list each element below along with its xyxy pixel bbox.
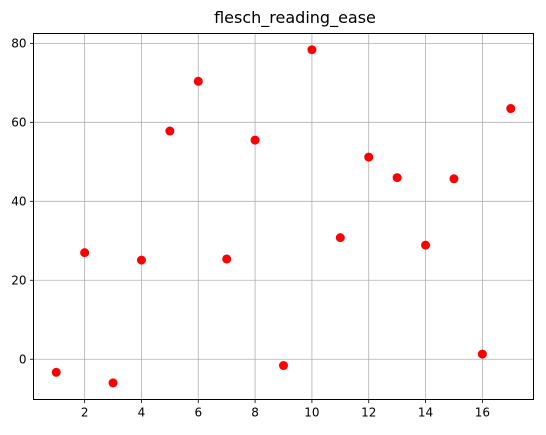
x-tick-label: 14 [418, 406, 433, 420]
data-point [477, 349, 487, 359]
data-point [136, 255, 146, 265]
x-tick-label: 6 [194, 406, 202, 420]
x-tick-label: 4 [138, 406, 146, 420]
y-tick-label: 40 [11, 195, 26, 209]
data-point [335, 233, 345, 243]
data-point [165, 126, 175, 136]
data-point [392, 173, 402, 183]
data-point [307, 45, 317, 55]
plot-frame [33, 33, 534, 400]
data-point [250, 135, 260, 145]
x-axis-ticks: 2 4 6 8 10 12 14 16 [81, 399, 490, 420]
data-point [222, 254, 232, 264]
chart-title: flesch_reading_ease [214, 8, 376, 28]
data-point [108, 378, 118, 388]
x-tick-label: 2 [81, 406, 89, 420]
y-axis-ticks: 0 20 40 60 80 [11, 37, 34, 367]
y-tick-label: 80 [11, 37, 26, 51]
data-points [51, 45, 516, 388]
x-tick-label: 10 [304, 406, 319, 420]
data-point [364, 152, 374, 162]
data-point [193, 76, 203, 86]
y-tick-label: 60 [11, 116, 26, 130]
data-point [51, 367, 61, 377]
x-tick-label: 8 [251, 406, 259, 420]
x-tick-label: 16 [475, 406, 490, 420]
y-tick-label: 0 [19, 353, 27, 367]
data-point [279, 361, 288, 371]
y-tick-label: 20 [11, 274, 26, 288]
data-point [506, 104, 516, 114]
x-tick-label: 12 [361, 406, 376, 420]
data-point [449, 174, 459, 184]
data-point [80, 248, 90, 258]
grid [33, 33, 534, 400]
data-point [421, 240, 431, 250]
